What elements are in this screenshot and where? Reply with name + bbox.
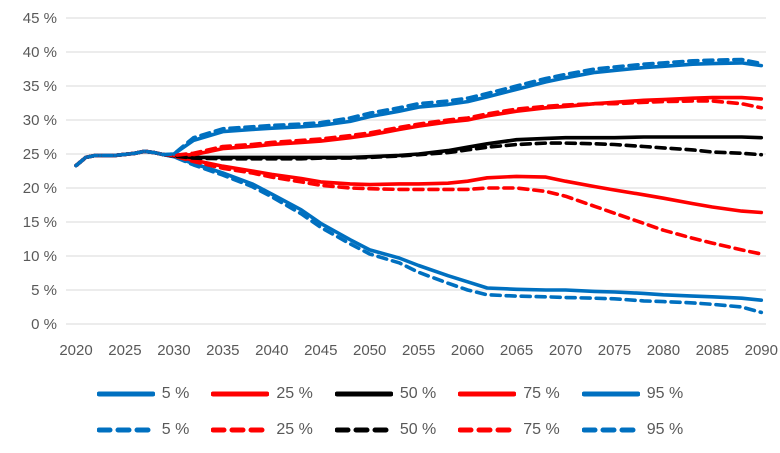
legend-swatch-icon-p95-solid [581, 391, 640, 397]
legend-row-solid: 5 % 25 % 50 % 75 % 95 % [0, 380, 780, 408]
legend-swatch-icon-p25-dashed [211, 427, 270, 433]
chart-legend: 5 % 25 % 50 % 75 % 95 % 5 % 25 % 50 % 75 % 95 % [0, 380, 780, 444]
legend-item-p95-dashed: 95 % [581, 421, 684, 439]
legend-label-p5-solid: 5 % [161, 385, 190, 402]
legend-swatch-icon-p75-solid [458, 391, 517, 397]
y-tick-label-20: 20 % [23, 180, 57, 197]
legend-item-p75-solid: 75 % [458, 385, 560, 403]
series-line-p5-solid [74, 149, 764, 303]
legend-item-p25-dashed: 25 % [211, 421, 313, 439]
y-tick-label-5: 5 % [31, 282, 57, 299]
x-tick-label-2050: 2050 [353, 342, 386, 359]
x-tick-label-2055: 2055 [402, 342, 435, 359]
y-tick-label-10: 10 % [23, 248, 57, 265]
y-axis-labels: 45 % 40 % 35 % 30 % 25 % 20 % 15 % 10 % 5 % 0 % [23, 10, 57, 333]
legend-label-p50-solid: 50 % [399, 385, 437, 402]
legend-swatch-icon-p25-solid [211, 391, 270, 397]
legend-item-p75-dashed: 75 % [458, 421, 560, 439]
x-tick-label-2025: 2025 [108, 342, 141, 359]
y-tick-label-0: 0 % [31, 316, 57, 333]
x-tick-label-2040: 2040 [255, 342, 288, 359]
legend-label-p25-solid: 25 % [276, 385, 313, 402]
legend-swatch-icon-p75-dashed [458, 427, 517, 433]
series-line-p95-dashed [74, 57, 764, 168]
legend-item-p5-dashed: 5 % [96, 421, 190, 439]
x-tick-label-2085: 2085 [696, 342, 729, 359]
legend-label-p50-dashed: 50 % [399, 421, 437, 438]
y-tick-label-25: 25 % [23, 146, 57, 163]
legend-label-p75-dashed: 75 % [523, 421, 560, 438]
x-tick-label-2080: 2080 [647, 342, 680, 359]
y-tick-label-15: 15 % [23, 214, 57, 231]
x-tick-label-2045: 2045 [304, 342, 337, 359]
y-tick-label-35: 35 % [23, 78, 57, 95]
plot-area: 45 % 40 % 35 % 30 % 25 % 20 % 15 % 10 % 5 % 0 % 2… [23, 10, 778, 359]
x-tick-label-2030: 2030 [157, 342, 190, 359]
legend-swatch-icon-p5-dashed [96, 427, 155, 433]
y-tick-label-45: 45 % [23, 10, 57, 27]
x-tick-label-2090: 2090 [745, 342, 778, 359]
legend-label-p25-dashed: 25 % [276, 421, 313, 438]
legend-swatch-icon-p95-dashed [581, 427, 640, 433]
legend-label-p95-dashed: 95 % [646, 421, 684, 438]
series-line-p25-dashed [74, 149, 764, 256]
legend-item-p50-dashed: 50 % [334, 421, 437, 439]
y-tick-label-30: 30 % [23, 112, 57, 129]
x-tick-label-2035: 2035 [206, 342, 239, 359]
x-tick-label-2020: 2020 [59, 342, 92, 359]
series-lines [74, 57, 764, 315]
legend-item-p25-solid: 25 % [211, 385, 313, 403]
x-tick-label-2070: 2070 [549, 342, 582, 359]
series-line-p5-dashed [74, 149, 764, 315]
legend-label-p95-solid: 95 % [646, 385, 684, 402]
legend-swatch-icon-p50-dashed [334, 427, 393, 433]
x-tick-label-2065: 2065 [500, 342, 533, 359]
legend-label-p75-solid: 75 % [523, 385, 560, 402]
legend-item-p5-solid: 5 % [96, 385, 190, 403]
legend-label-p5-dashed: 5 % [161, 421, 190, 438]
legend-swatch-icon-p50-solid [334, 391, 393, 397]
x-tick-label-2075: 2075 [598, 342, 631, 359]
x-tick-label-2060: 2060 [451, 342, 484, 359]
legend-row-dashed: 5 % 25 % 50 % 75 % 95 % [0, 416, 780, 444]
legend-swatch-icon-p5-solid [96, 391, 155, 397]
x-axis-labels: 2020 2025 2030 2035 2040 2045 2050 2055 2060 2065… [59, 342, 778, 359]
y-tick-label-40: 40 % [23, 44, 57, 61]
legend-item-p50-solid: 50 % [334, 385, 437, 403]
legend-item-p95-solid: 95 % [581, 385, 684, 403]
